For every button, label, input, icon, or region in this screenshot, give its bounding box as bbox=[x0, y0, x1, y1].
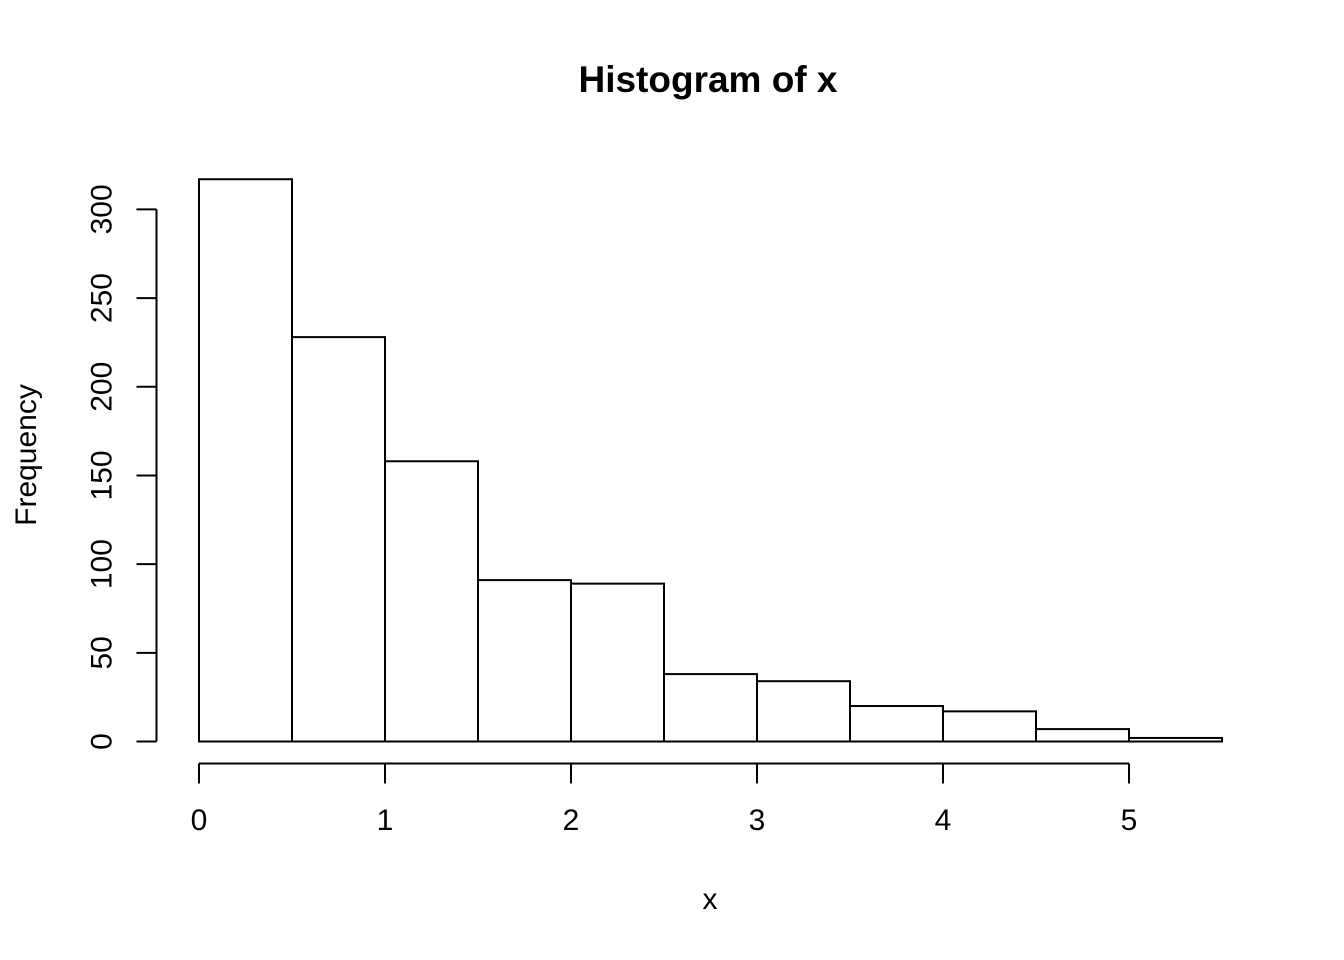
histogram-bar bbox=[849, 705, 944, 743]
x-tick-label: 2 bbox=[563, 804, 580, 837]
histogram-bar bbox=[570, 582, 665, 743]
y-tick-label: 300 bbox=[86, 184, 119, 234]
y-tick-label: 200 bbox=[86, 362, 119, 412]
x-axis-title: x bbox=[702, 883, 718, 916]
y-tick-label: 100 bbox=[86, 539, 119, 589]
histogram-bar bbox=[1035, 728, 1130, 743]
histogram-bar bbox=[291, 336, 386, 743]
chart-title: Histogram of x bbox=[578, 59, 838, 100]
y-axis-title: Frequency bbox=[10, 384, 43, 526]
y-tick-label: 50 bbox=[86, 636, 119, 669]
x-tick-label: 5 bbox=[1121, 804, 1138, 837]
x-tick-label: 1 bbox=[377, 804, 394, 837]
histogram-bar bbox=[477, 579, 572, 743]
y-tick-label: 0 bbox=[86, 733, 119, 750]
y-tick-label: 150 bbox=[86, 450, 119, 500]
x-tick-label: 3 bbox=[749, 804, 766, 837]
histogram-bar bbox=[942, 710, 1037, 743]
x-tick-label: 4 bbox=[935, 804, 952, 837]
histogram-bar bbox=[663, 673, 758, 743]
histogram-bar bbox=[1128, 736, 1223, 743]
histogram-bar bbox=[384, 460, 479, 743]
histogram-bar bbox=[756, 680, 851, 743]
histogram-bar bbox=[198, 178, 293, 743]
x-tick-label: 0 bbox=[191, 804, 208, 837]
y-tick-label: 250 bbox=[86, 273, 119, 323]
